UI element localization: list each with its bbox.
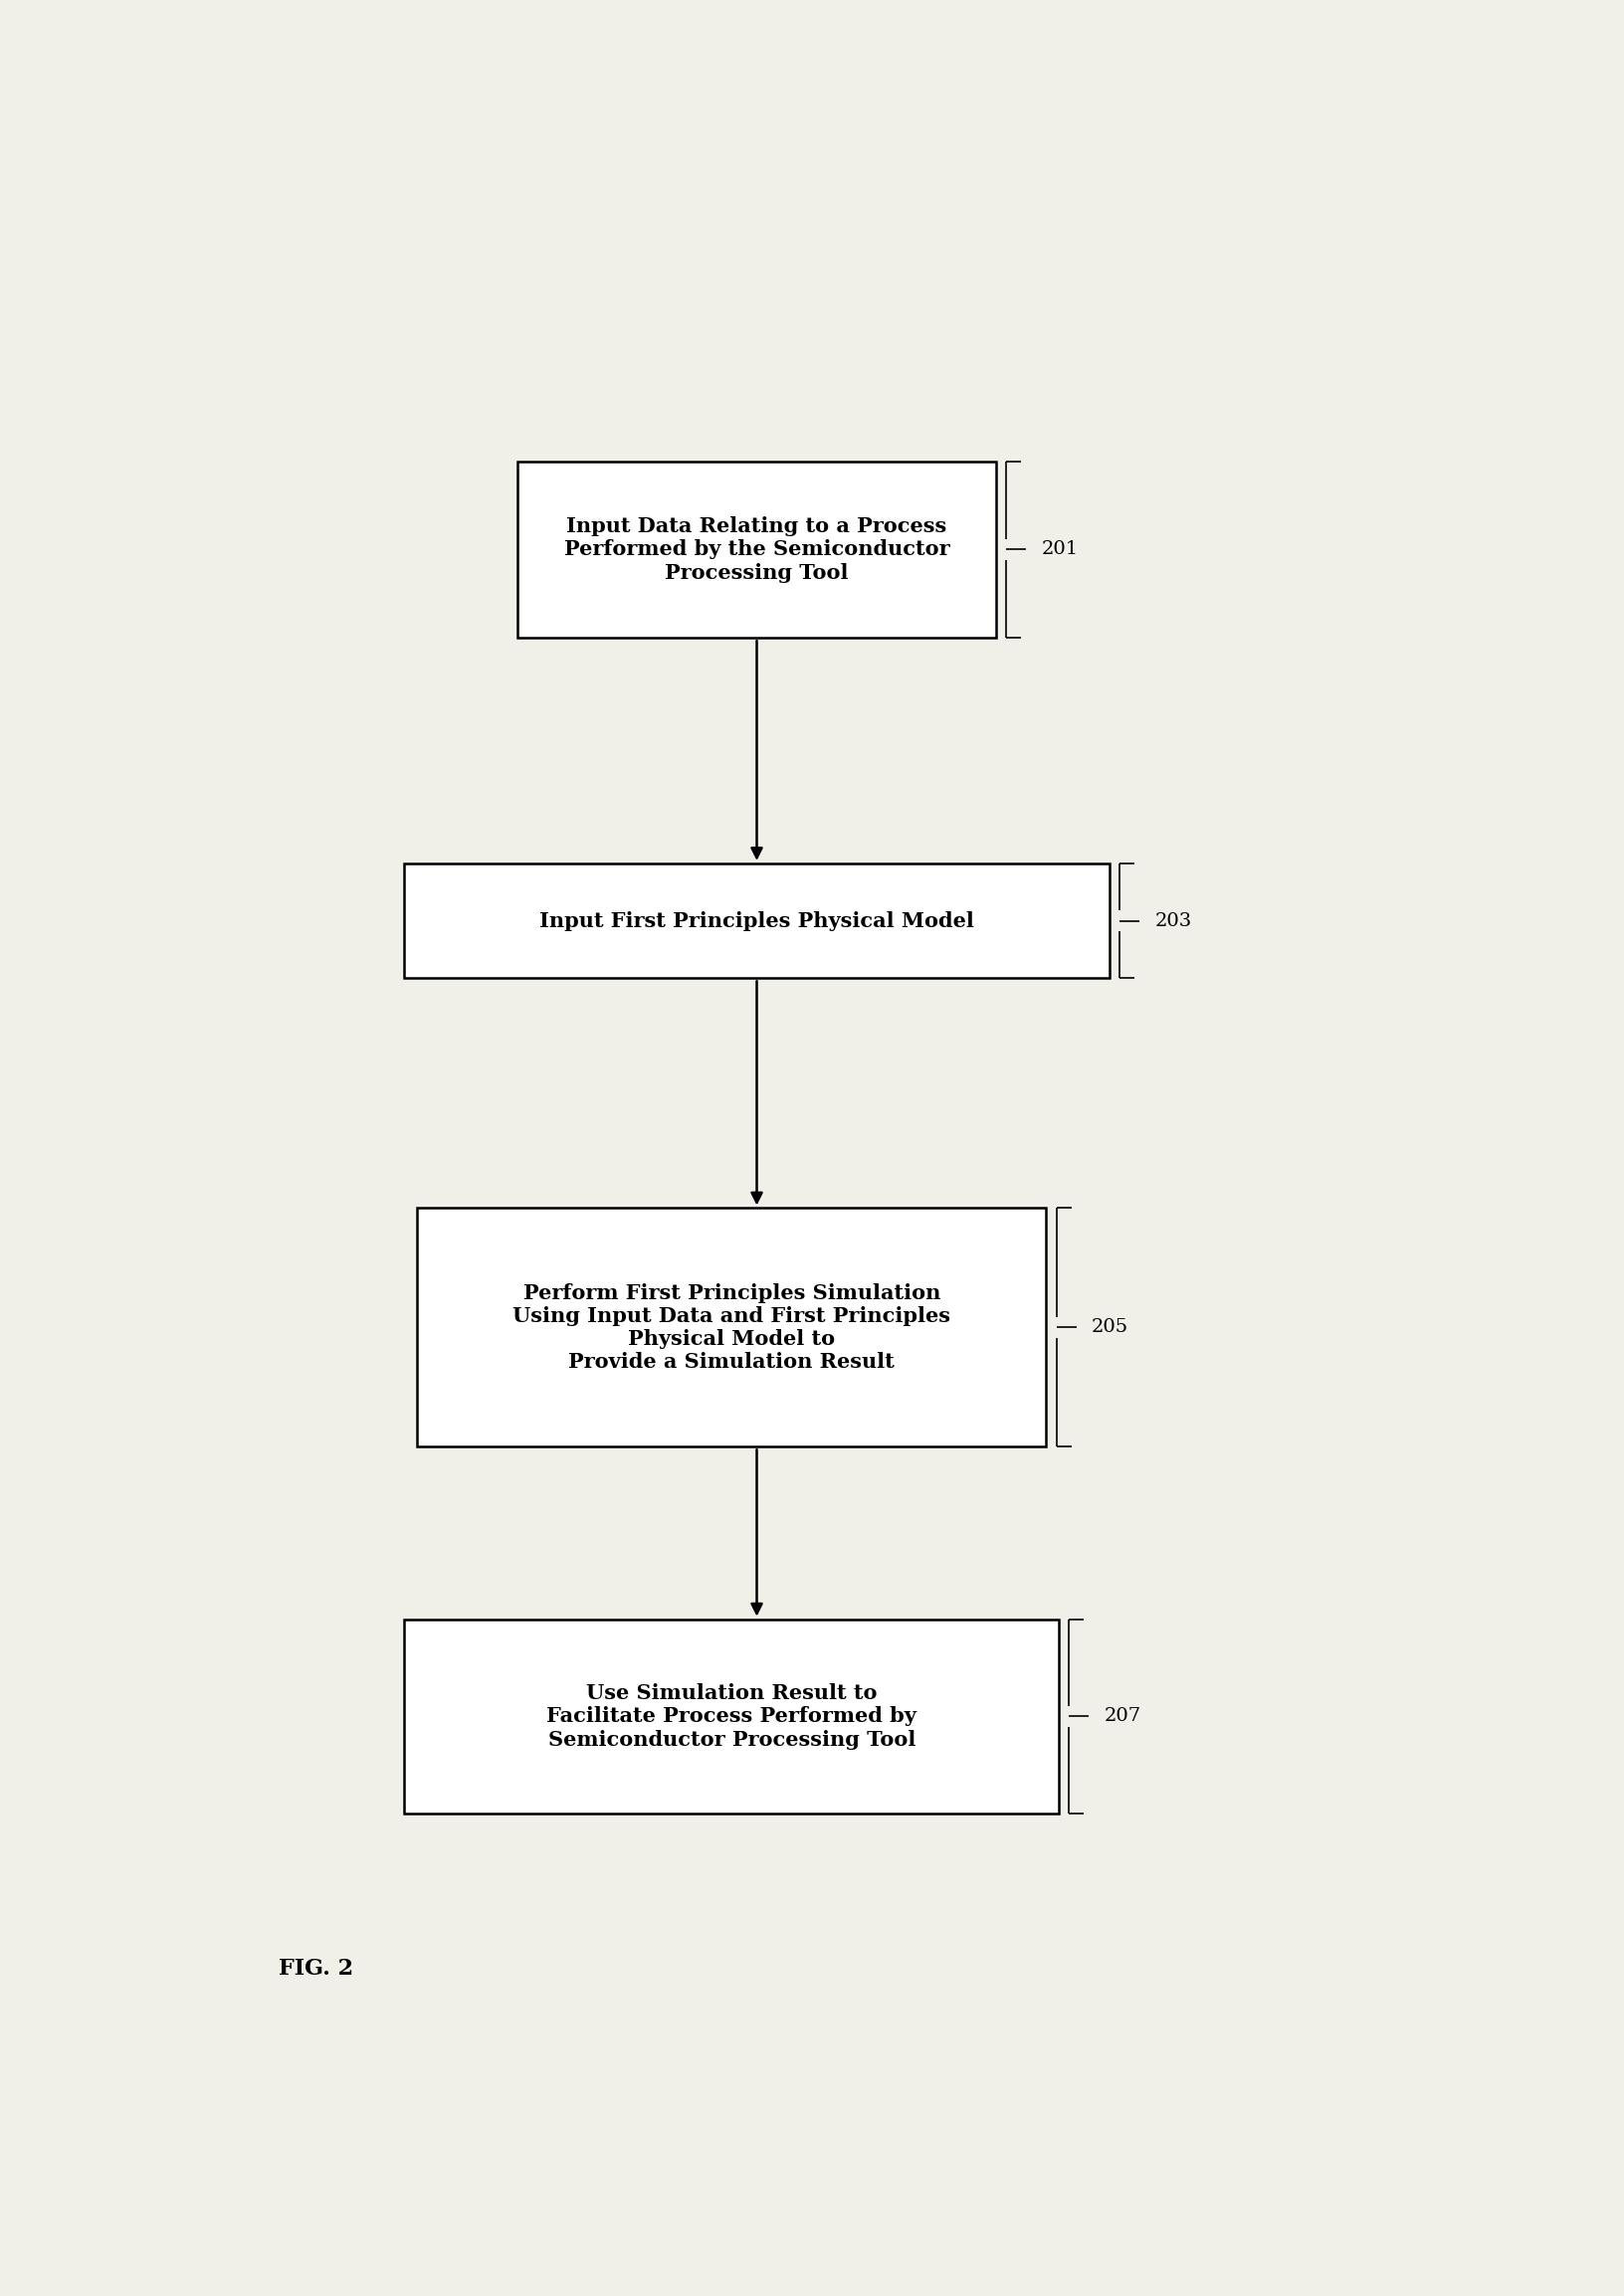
Text: Use Simulation Result to
Facilitate Process Performed by
Semiconductor Processin: Use Simulation Result to Facilitate Proc… [547, 1683, 916, 1750]
Text: 203: 203 [1155, 912, 1192, 930]
Text: Input First Principles Physical Model: Input First Principles Physical Model [539, 912, 974, 930]
FancyBboxPatch shape [404, 1619, 1059, 1814]
Text: FIG. 2: FIG. 2 [279, 1958, 354, 1979]
Text: 207: 207 [1104, 1708, 1142, 1724]
FancyBboxPatch shape [404, 863, 1109, 978]
Text: Input Data Relating to a Process
Performed by the Semiconductor
Processing Tool: Input Data Relating to a Process Perform… [564, 517, 950, 583]
Text: Perform First Principles Simulation
Using Input Data and First Principles
Physic: Perform First Principles Simulation Usin… [513, 1283, 950, 1373]
Text: 201: 201 [1041, 540, 1078, 558]
FancyBboxPatch shape [417, 1208, 1046, 1446]
FancyBboxPatch shape [518, 461, 996, 638]
Text: 205: 205 [1091, 1318, 1129, 1336]
